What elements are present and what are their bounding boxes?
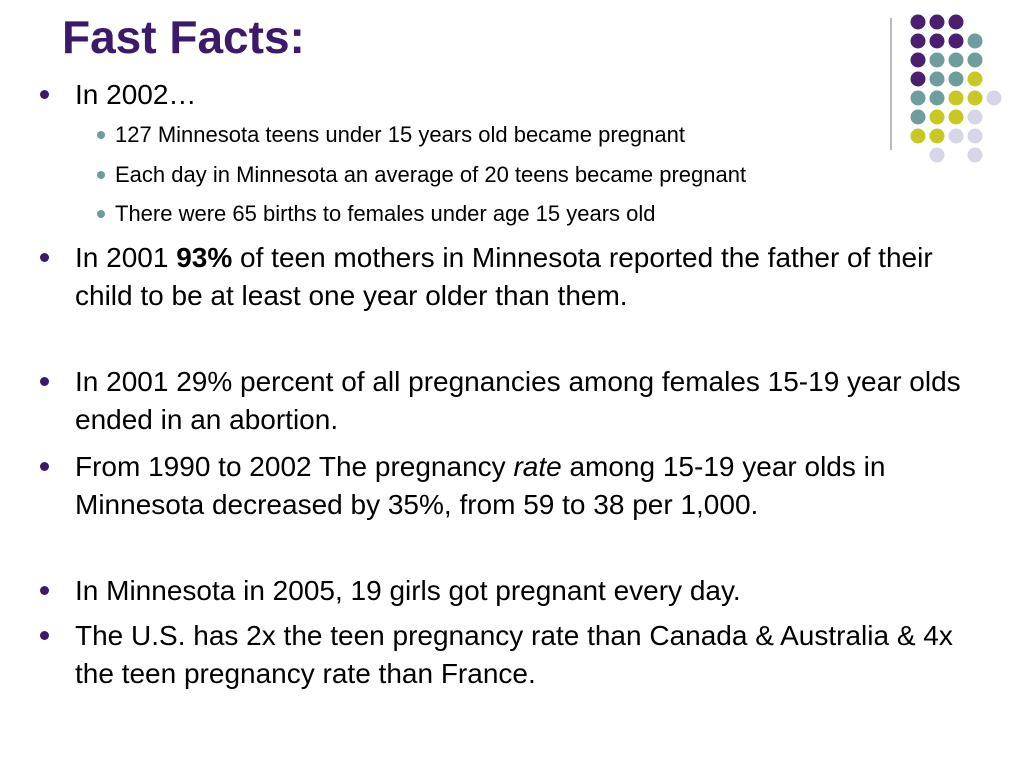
bullet-text: In Minnesota in 2005, 19 girls got pregn… bbox=[75, 575, 741, 606]
bullet-text: of teen mothers in Minnesota reported th… bbox=[75, 242, 933, 311]
bullet: In Minnesota in 2005, 19 girls got pregn… bbox=[75, 572, 975, 610]
bullet-marker bbox=[40, 462, 49, 471]
bullet: In 2001 93% of teen mothers in Minnesota… bbox=[75, 239, 975, 315]
bullet-marker bbox=[97, 210, 105, 218]
deco-dot bbox=[910, 128, 926, 144]
deco-dot bbox=[948, 90, 964, 106]
deco-dot bbox=[929, 147, 945, 163]
deco-dot bbox=[967, 71, 983, 87]
deco-dot bbox=[929, 33, 945, 49]
sub-bullet: 127 Minnesota teens under 15 years old b… bbox=[115, 122, 685, 147]
deco-dot bbox=[910, 90, 926, 106]
deco-dot bbox=[929, 71, 945, 87]
deco-dot bbox=[967, 90, 983, 106]
deco-dot bbox=[929, 109, 945, 125]
bullet-marker bbox=[97, 171, 105, 179]
deco-dot bbox=[948, 128, 964, 144]
deco-dot bbox=[910, 71, 926, 87]
bullet: The U.S. has 2x the teen pregnancy rate … bbox=[75, 617, 975, 693]
deco-dot bbox=[910, 33, 926, 49]
deco-dot bbox=[948, 14, 964, 30]
deco-dot bbox=[910, 52, 926, 68]
deco-dot bbox=[967, 128, 983, 144]
deco-dot bbox=[929, 90, 945, 106]
deco-dot bbox=[967, 33, 983, 49]
deco-dot bbox=[929, 52, 945, 68]
bullet-marker bbox=[40, 586, 49, 595]
bullet-text: In 2001 bbox=[75, 242, 177, 273]
sub-bullet: Each day in Minnesota an average of 20 t… bbox=[115, 162, 747, 187]
deco-dot bbox=[910, 14, 926, 30]
deco-dot bbox=[948, 52, 964, 68]
deco-dot bbox=[948, 33, 964, 49]
decoration bbox=[890, 14, 1002, 163]
bullet-text: rate bbox=[513, 451, 562, 482]
slide-title: Fast Facts: bbox=[62, 11, 305, 63]
bullet-marker bbox=[97, 131, 105, 139]
bullet-text: In 2001 29% percent of all pregnancies a… bbox=[75, 366, 961, 435]
deco-dot bbox=[910, 109, 926, 125]
bullet-marker bbox=[40, 377, 49, 386]
deco-dot bbox=[948, 71, 964, 87]
bullet: In 2002… bbox=[75, 76, 975, 114]
deco-dot bbox=[967, 147, 983, 163]
bullet-text: The U.S. has 2x the teen pregnancy rate … bbox=[75, 620, 953, 689]
deco-dot bbox=[967, 52, 983, 68]
bullet-text: From 1990 to 2002 The pregnancy bbox=[75, 451, 514, 482]
bullet: In 2001 29% percent of all pregnancies a… bbox=[75, 363, 975, 439]
bullet-text: 93% bbox=[176, 242, 233, 273]
deco-dot bbox=[929, 14, 945, 30]
bullet: From 1990 to 2002 The pregnancy rate amo… bbox=[75, 448, 975, 524]
deco-dot bbox=[967, 109, 983, 125]
deco-dot bbox=[948, 109, 964, 125]
bullet-marker bbox=[40, 631, 49, 640]
bullet-marker bbox=[40, 90, 49, 99]
bullet-text: In 2002… bbox=[75, 79, 197, 110]
sub-bullet: There were 65 births to females under ag… bbox=[115, 201, 656, 226]
deco-dot bbox=[986, 90, 1002, 106]
bullet-marker bbox=[40, 253, 49, 262]
deco-dot bbox=[929, 128, 945, 144]
bullet-text: among 15-19 year olds in Minnesota decre… bbox=[75, 451, 886, 520]
